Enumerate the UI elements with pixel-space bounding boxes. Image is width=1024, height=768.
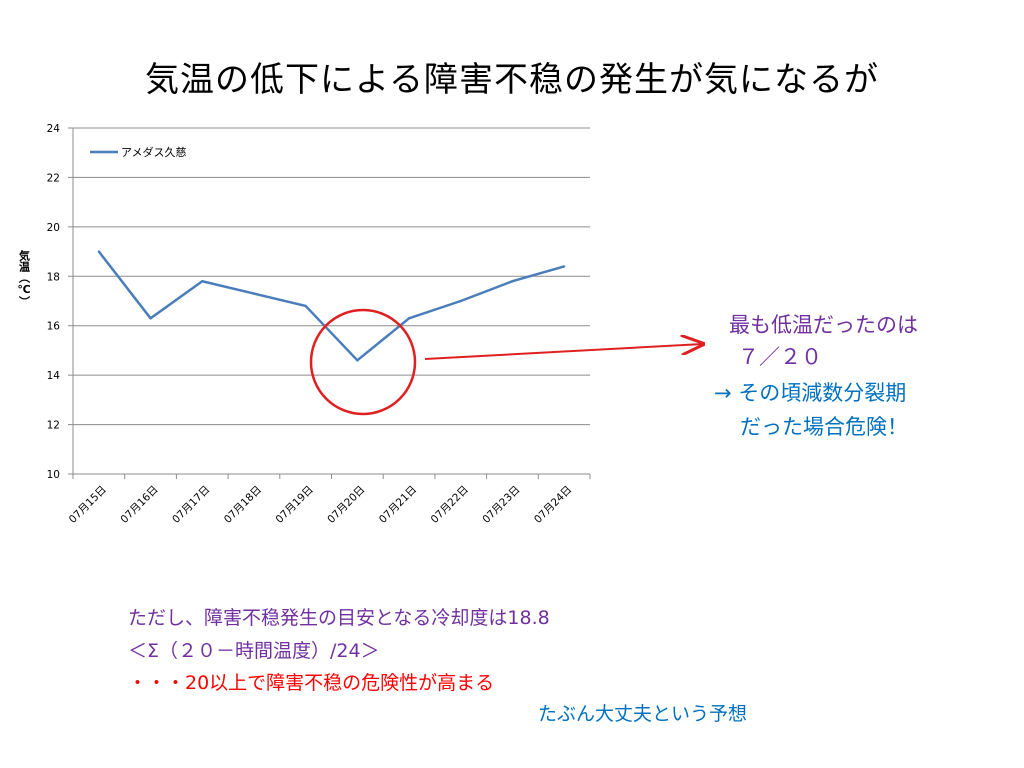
data-point (149, 317, 152, 320)
chart-legend: アメダス久慈 (90, 145, 186, 159)
x-tick-label: 07月24日 (532, 484, 574, 526)
x-tick-label: 07月15日 (67, 484, 109, 526)
y-tick-label: 22 (47, 172, 60, 184)
x-tick-label: 07月23日 (480, 484, 522, 526)
x-tick-labels: 07月15日 07月16日 07月17日 07月18日 07月19日 07月20日 07月2… (67, 484, 575, 526)
y-tick-label: 14 (47, 370, 61, 382)
y-tick-label: 20 (47, 222, 60, 234)
series-layer (97, 250, 566, 362)
y-tick-label: 18 (47, 271, 60, 283)
chart-axes (68, 127, 591, 479)
annotation-lowest-temp-label: 最も低温だったのは (729, 313, 918, 337)
data-point (252, 292, 256, 295)
y-tick-label: 10 (47, 469, 60, 481)
y-tick-label: 12 (47, 420, 60, 432)
temperature-line-chart: 10 12 14 16 18 20 22 24 07月15日 07月16日 07月17日 07月18… (17, 123, 591, 526)
data-point (407, 317, 411, 320)
y-tick-labels: 10 12 14 16 18 20 22 24 (47, 123, 61, 481)
data-point (97, 250, 101, 253)
series-line (97, 250, 565, 362)
risk-threshold-note: ・・・20以上で障害不稳の危険性が高まる (128, 672, 495, 694)
annotation-danger: だった場合危険！ (740, 415, 908, 439)
data-point (304, 304, 307, 308)
x-tick-label: 07月20日 (325, 484, 367, 526)
cooling-degree-note: ただし、障害不稳発生の目安となる冷却度は18.8 (128, 607, 550, 629)
x-tick-label: 07月21日 (377, 484, 419, 526)
data-point (562, 265, 566, 268)
data-point (201, 280, 204, 283)
annotation-lowest-temp-date: ７／２０ (738, 345, 822, 369)
y-tick-label: 16 (47, 321, 61, 333)
y-tick-label: 24 (47, 123, 61, 135)
y-axis-title: 気温（℃） (17, 249, 31, 307)
slide-title: 気温の低下による障害不稳の発生が気になるが (145, 60, 879, 100)
x-tick-label: 07月22日 (429, 484, 471, 526)
low-temperature-highlight-circle (309, 308, 417, 416)
data-point (459, 299, 462, 303)
annotation-meiosis-warning: → その頃減数分裂期 (714, 381, 907, 405)
x-tick-label: 07月19日 (274, 484, 316, 526)
x-tick-label: 07月18日 (222, 484, 264, 526)
forecast-conclusion: たぶん大丈夫という予想 (538, 703, 748, 725)
data-point (511, 280, 514, 283)
x-tick-label: 07月16日 (118, 484, 160, 526)
chart-grid (73, 127, 590, 426)
x-tick-label: 07月17日 (170, 484, 212, 526)
cooling-degree-formula: ＜Σ（２０－時間温度）/24＞ (128, 640, 380, 662)
data-point (356, 359, 359, 362)
legend-label: アメダス久慈 (121, 145, 186, 159)
